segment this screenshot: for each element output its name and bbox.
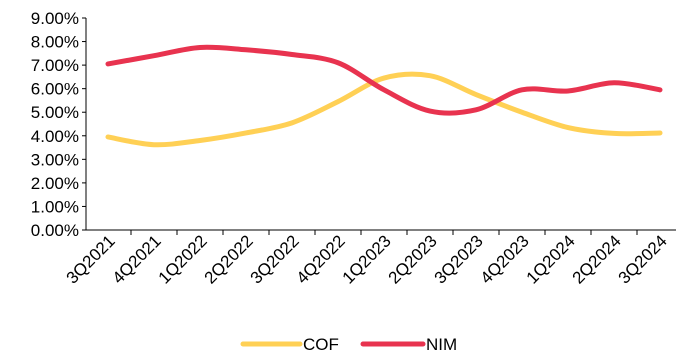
y-tick-label: 0.00% xyxy=(31,221,79,240)
y-tick-label: 5.00% xyxy=(31,103,79,122)
series-layer xyxy=(105,44,663,148)
x-tick-label: 2Q2024 xyxy=(569,231,625,287)
series-line-cof xyxy=(105,71,663,148)
x-tick-label: 4Q2021 xyxy=(109,231,165,287)
series-cof xyxy=(105,71,663,148)
legend-label-cof: COF xyxy=(303,335,339,354)
y-tick-label: 2.00% xyxy=(31,174,79,193)
legend: COF NIM xyxy=(240,335,457,354)
x-tick-label: 4Q2023 xyxy=(477,231,533,287)
x-tick-label: 2Q2023 xyxy=(385,231,441,287)
y-tick-label: 1.00% xyxy=(31,197,79,216)
x-tick-label: 3Q2022 xyxy=(247,231,303,287)
y-tick-label: 3.00% xyxy=(31,150,79,169)
y-tick-label: 9.00% xyxy=(31,9,79,28)
y-tick-label: 6.00% xyxy=(31,80,79,99)
x-tick-label: 1Q2022 xyxy=(155,231,211,287)
legend-item-cof: COF xyxy=(240,335,339,354)
y-tick-label: 7.00% xyxy=(31,56,79,75)
x-tick-label: 1Q2023 xyxy=(339,231,395,287)
series-nim xyxy=(105,44,663,116)
y-axis: 0.00% 1.00% 2.00% 3.00% 4.00% 5.00% 6.00% 7.00%… xyxy=(31,9,87,240)
x-tick-label: 3Q2023 xyxy=(431,231,487,287)
y-tick-label: 4.00% xyxy=(31,127,79,146)
x-tick-label: 3Q2024 xyxy=(615,231,671,287)
x-tick-label: 2Q2022 xyxy=(201,231,257,287)
y-tick-label: 8.00% xyxy=(31,33,79,52)
x-tick-label: 4Q2022 xyxy=(293,231,349,287)
legend-label-nim: NIM xyxy=(426,335,457,354)
x-axis: 3Q20214Q20211Q20222Q20223Q20224Q20221Q20… xyxy=(63,229,676,288)
x-tick-label: 1Q2024 xyxy=(523,231,579,287)
legend-item-nim: NIM xyxy=(360,335,457,354)
